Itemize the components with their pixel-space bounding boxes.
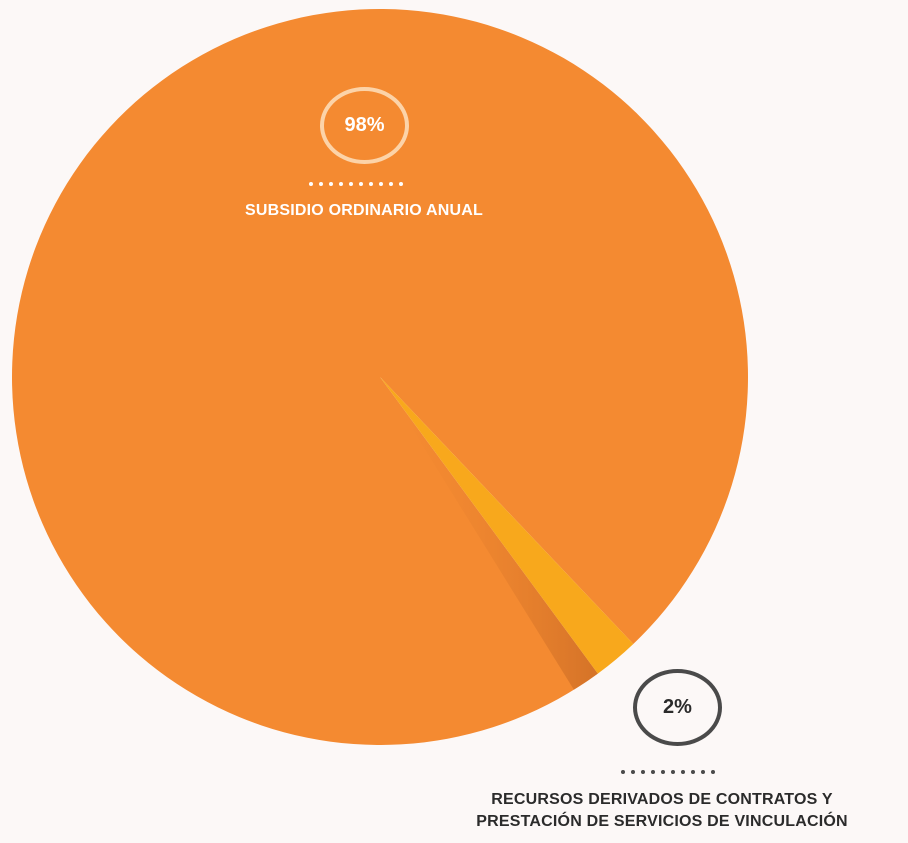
- slice-value-text: 2%: [663, 696, 692, 718]
- dotted-divider: [621, 770, 715, 774]
- label-line-1: RECURSOS DERIVADOS DE CONTRATOS Y: [491, 791, 833, 808]
- pie-slice-recursos: [380, 377, 634, 674]
- dotted-divider: [309, 182, 403, 186]
- slice-category-label: RECURSOS DERIVADOS DE CONTRATOS Y PRESTA…: [420, 789, 904, 833]
- slice-value-label-98: 98%: [320, 87, 409, 164]
- slice-value-label-2: 2%: [633, 669, 722, 746]
- slice-shadow: [380, 377, 598, 690]
- label-line-2: PRESTACIÓN DE SERVICIOS DE VINCULACIÓN: [476, 813, 848, 830]
- pie-slice-subsidio: [12, 9, 749, 746]
- slice-category-label: SUBSIDIO ORDINARIO ANUAL: [245, 202, 483, 219]
- pie-slices: [12, 9, 749, 746]
- slice-value-text: 98%: [344, 114, 385, 136]
